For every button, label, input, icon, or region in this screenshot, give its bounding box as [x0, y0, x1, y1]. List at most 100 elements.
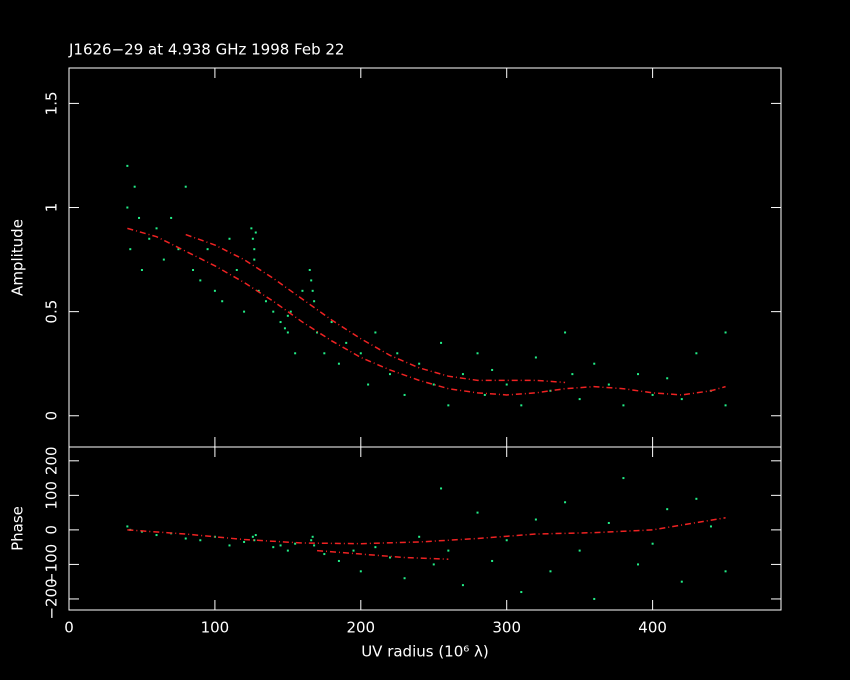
- data-point: [695, 497, 698, 500]
- data-point: [251, 535, 254, 538]
- data-point: [148, 237, 151, 240]
- plot-frame: [68, 446, 782, 611]
- data-point: [140, 268, 143, 271]
- data-point: [432, 563, 435, 566]
- data-point: [133, 185, 136, 188]
- data-point: [243, 310, 246, 313]
- data-point: [228, 237, 231, 240]
- data-point: [279, 321, 282, 324]
- data-point: [607, 521, 610, 524]
- data-point: [286, 549, 289, 552]
- data-point: [447, 549, 450, 552]
- data-point: [440, 487, 443, 490]
- data-point: [403, 393, 406, 396]
- x-tick-label: 100: [201, 619, 230, 637]
- plot-frame: [68, 67, 782, 448]
- data-point: [549, 389, 552, 392]
- data-point: [549, 570, 552, 573]
- data-point: [345, 341, 348, 344]
- data-point: [593, 597, 596, 600]
- data-point: [374, 331, 377, 334]
- data-point: [253, 248, 256, 251]
- data-point: [253, 539, 256, 542]
- data-point: [476, 352, 479, 355]
- data-point: [666, 377, 669, 380]
- data-point: [637, 563, 640, 566]
- data-point: [483, 393, 486, 396]
- data-point: [155, 534, 158, 537]
- data-point: [313, 544, 316, 547]
- data-point: [374, 546, 377, 549]
- data-point: [461, 584, 464, 587]
- data-point: [666, 508, 669, 511]
- x-tick-label: 200: [346, 619, 375, 637]
- y-axis-label: Amplitude: [9, 219, 27, 296]
- data-point: [301, 289, 304, 292]
- data-point: [607, 383, 610, 386]
- data-point: [129, 248, 132, 251]
- data-point: [243, 540, 246, 543]
- model-line: [316, 549, 449, 560]
- data-point: [396, 352, 399, 355]
- data-point: [564, 331, 567, 334]
- data-point: [199, 279, 202, 282]
- y-tick-label: 200: [43, 446, 61, 475]
- model-line: [127, 227, 726, 396]
- data-point: [534, 356, 537, 359]
- data-point: [170, 216, 173, 219]
- data-point: [337, 362, 340, 365]
- data-point: [308, 268, 311, 271]
- data-point: [724, 570, 727, 573]
- data-point: [622, 404, 625, 407]
- data-point: [316, 331, 319, 334]
- data-point: [564, 501, 567, 504]
- model-line: [127, 517, 726, 545]
- y-tick-label: 1.5: [43, 91, 61, 115]
- y-axis-label: Phase: [9, 506, 27, 551]
- y-tick-label: 0.5: [43, 300, 61, 324]
- data-point: [294, 352, 297, 355]
- data-point: [571, 373, 574, 376]
- data-point: [286, 331, 289, 334]
- y-tick-label: 100: [43, 481, 61, 510]
- data-point: [272, 546, 275, 549]
- data-point: [330, 321, 333, 324]
- data-point: [235, 268, 238, 271]
- data-point: [651, 393, 654, 396]
- data-point: [323, 553, 326, 556]
- data-point: [447, 404, 450, 407]
- data-point: [651, 542, 654, 545]
- data-point: [505, 383, 508, 386]
- data-point: [311, 289, 314, 292]
- data-point: [578, 549, 581, 552]
- data-point: [253, 258, 256, 261]
- data-point: [359, 352, 362, 355]
- data-point: [138, 216, 141, 219]
- data-point: [254, 231, 257, 234]
- data-point: [155, 227, 158, 230]
- data-point: [310, 539, 313, 542]
- data-point: [192, 268, 195, 271]
- x-tick-label: 0: [64, 619, 74, 637]
- data-point: [418, 362, 421, 365]
- y-tick-label: −100: [43, 544, 61, 585]
- data-point: [622, 477, 625, 480]
- x-tick-label: 400: [638, 619, 667, 637]
- data-point: [724, 331, 727, 334]
- data-point: [724, 404, 727, 407]
- data-point: [534, 518, 537, 521]
- data-point: [461, 373, 464, 376]
- data-point: [126, 525, 129, 528]
- x-axis-label: UV radius (10⁶ λ): [361, 643, 489, 661]
- data-point: [359, 570, 362, 573]
- data-point: [294, 542, 297, 545]
- data-point: [264, 300, 267, 303]
- model-line: [185, 233, 566, 384]
- data-point: [126, 206, 129, 209]
- data-point: [403, 577, 406, 580]
- data-point: [206, 248, 209, 251]
- data-point: [254, 534, 257, 537]
- data-point: [432, 383, 435, 386]
- data-point: [593, 362, 596, 365]
